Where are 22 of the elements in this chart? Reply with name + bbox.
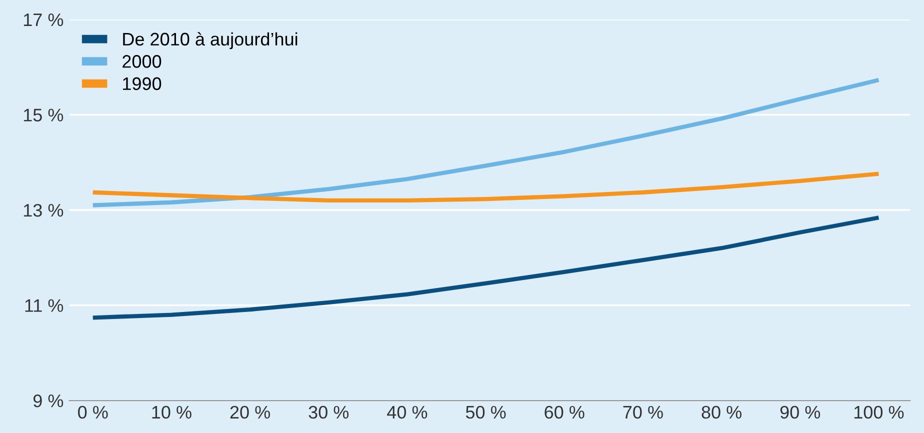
x-tick-label: 70 % [623,406,663,419]
line-series [90,78,881,208]
legend-label: 1990 [123,77,162,90]
y-tick-label: 17 % [24,14,64,26]
y-tick-label: 13 % [24,204,64,217]
x-tick-label: 30 % [308,406,349,419]
x-tick-label: 100 % [854,406,904,419]
x-tick-label: 10 % [152,406,192,419]
legend-label: De 2010 à aujourd’hui [123,32,298,50]
line-series [90,172,881,203]
y-tick-label: 9 % [33,394,64,408]
y-tick-label: 15 % [24,108,64,122]
x-tick-label: 40 % [387,406,428,419]
legend-label: 2000 [122,55,162,68]
x-tick-label: 0 % [78,406,108,419]
x-tick-label: 90 % [780,406,820,419]
x-tick-label: 80 % [702,406,742,419]
x-tick-label: 50 % [466,406,506,419]
x-tick-label: 60 % [544,406,584,419]
line-series [90,216,881,320]
y-tick-label: 11 % [25,299,64,312]
x-tick-label: 20 % [230,406,270,419]
